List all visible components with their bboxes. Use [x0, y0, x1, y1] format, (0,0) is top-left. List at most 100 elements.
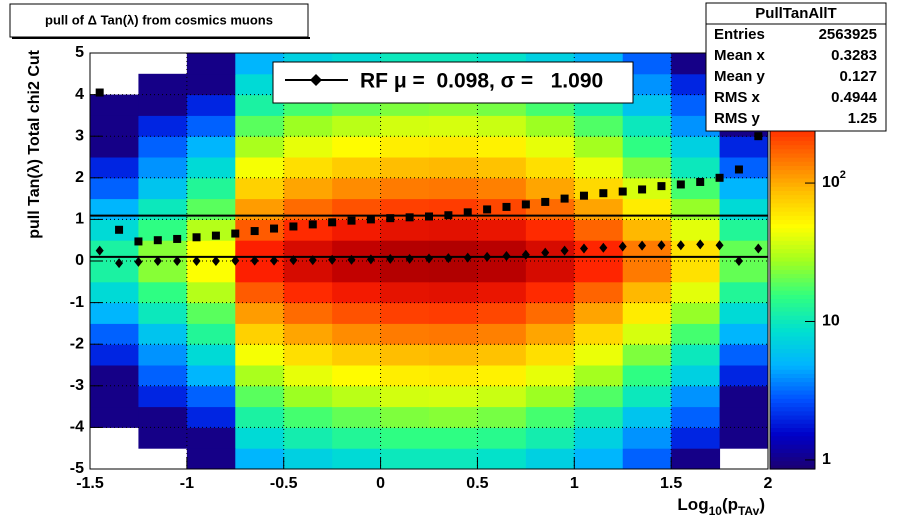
heatmap-cell — [525, 365, 575, 387]
profile-square — [366, 215, 375, 224]
heatmap-cell — [719, 385, 769, 408]
x-label-part: ) — [759, 495, 765, 514]
profile-square — [444, 211, 453, 220]
colorbar-step — [770, 331, 815, 337]
axes: -1.5 -1 -0.5 0 0.5 1 1.5 2-5-4-3-2-101234511010… — [70, 44, 846, 492]
profile-diamond — [153, 256, 162, 266]
colorbar-step — [770, 381, 815, 387]
profile-diamond — [521, 249, 530, 260]
heatmap-cell — [332, 177, 382, 200]
heatmap-cell — [622, 94, 672, 116]
colorbar-step — [770, 190, 815, 196]
heatmap-cell — [622, 53, 672, 75]
heatmap-cell — [283, 323, 333, 345]
legend-box — [272, 61, 634, 104]
heatmap-cell — [429, 448, 478, 470]
colorbar-step — [770, 198, 815, 204]
heatmap-cell — [477, 406, 527, 428]
profile-diamond — [425, 253, 433, 264]
colorbar-step — [770, 140, 815, 146]
colorbar-label: 1 — [822, 451, 831, 468]
heatmap-cell — [186, 385, 236, 408]
heatmap-cell — [186, 240, 236, 262]
heatmap-cell — [90, 323, 139, 345]
heatmap-cell — [186, 136, 236, 158]
colorbar-step — [770, 448, 815, 453]
heatmap-cell — [186, 94, 236, 116]
heatmap-cell — [283, 261, 333, 283]
profile-diamond — [289, 255, 298, 266]
heatmap-cell — [622, 73, 672, 96]
heatmap-cell — [525, 344, 575, 366]
heatmap-cell — [332, 344, 382, 366]
heatmap-cell — [429, 302, 478, 324]
heatmap-cell — [671, 281, 721, 304]
profile-diamond — [754, 243, 763, 254]
x-label-part: Log — [677, 495, 708, 514]
colorbar-step — [770, 285, 815, 291]
colorbar-step — [770, 464, 815, 470]
heatmap-cell — [283, 427, 333, 449]
heatmap-cell — [380, 344, 430, 366]
x-tick-label: 0.5 — [466, 475, 488, 492]
heatmap-cell — [719, 323, 769, 345]
heatmap-cell — [138, 157, 188, 179]
y-tick-label: -5 — [70, 460, 84, 477]
profile-square — [676, 180, 685, 189]
profile-square — [328, 218, 337, 227]
heatmap-cell — [525, 406, 575, 428]
heatmap-cell — [283, 198, 333, 220]
colorbar-step — [770, 244, 815, 250]
colorbar-step — [770, 248, 815, 254]
heatmap-cell — [186, 53, 236, 75]
colorbar-step — [770, 144, 815, 150]
heatmap-cell — [429, 281, 478, 304]
heatmap-cell — [574, 115, 624, 137]
heatmap-cell — [90, 302, 139, 324]
colorbar-step — [770, 240, 815, 245]
heatmap-cell — [380, 406, 430, 428]
heatmap-cell — [380, 281, 430, 304]
y-axis-label: pull Tan(λ) Total chi2 Cut — [26, 49, 43, 238]
colorbar-step — [770, 394, 815, 399]
heatmap-cell — [235, 177, 285, 200]
colorbar-step — [770, 219, 815, 225]
heatmap-cell — [235, 136, 285, 158]
colorbar-step — [770, 414, 815, 420]
colorbar-step — [770, 369, 815, 374]
heatmap-cell — [186, 261, 236, 283]
heatmap-cell — [235, 94, 285, 116]
heatmap-cell — [332, 406, 382, 428]
heatmap-cell — [380, 448, 430, 470]
colorbar-step — [770, 460, 815, 466]
profile-diamond — [328, 254, 337, 265]
colorbar-step — [770, 348, 815, 354]
heatmap-cell — [671, 448, 721, 470]
heatmap-cell — [283, 344, 333, 366]
heatmap-cell — [138, 198, 188, 220]
profile-diamond — [134, 256, 143, 267]
colorbar-step — [770, 319, 815, 324]
heatmap-cell — [574, 323, 624, 345]
heatmap-cell — [671, 157, 721, 179]
heatmap-cell — [138, 344, 188, 366]
heatmap-cell — [186, 427, 236, 449]
heatmap-cell — [90, 385, 139, 408]
heatmap-cell — [90, 219, 139, 241]
heatmap-cell — [283, 281, 333, 304]
colorbar-step — [770, 389, 815, 395]
heatmap-cell — [477, 302, 527, 324]
heatmap-cell — [90, 177, 139, 200]
profile-square — [599, 189, 608, 198]
x-label-sub: TAv — [738, 504, 760, 518]
profile-square — [211, 231, 220, 240]
heatmap-cell — [235, 323, 285, 345]
colorbar-step — [770, 223, 815, 229]
profile-diamond — [541, 247, 550, 258]
heatmap-cell — [477, 365, 527, 387]
heatmap-cell — [622, 136, 672, 158]
heatmap-cell — [525, 219, 575, 241]
colorbar-step — [770, 186, 815, 191]
colorbar-step — [770, 365, 815, 370]
heatmap-cell — [719, 261, 769, 283]
